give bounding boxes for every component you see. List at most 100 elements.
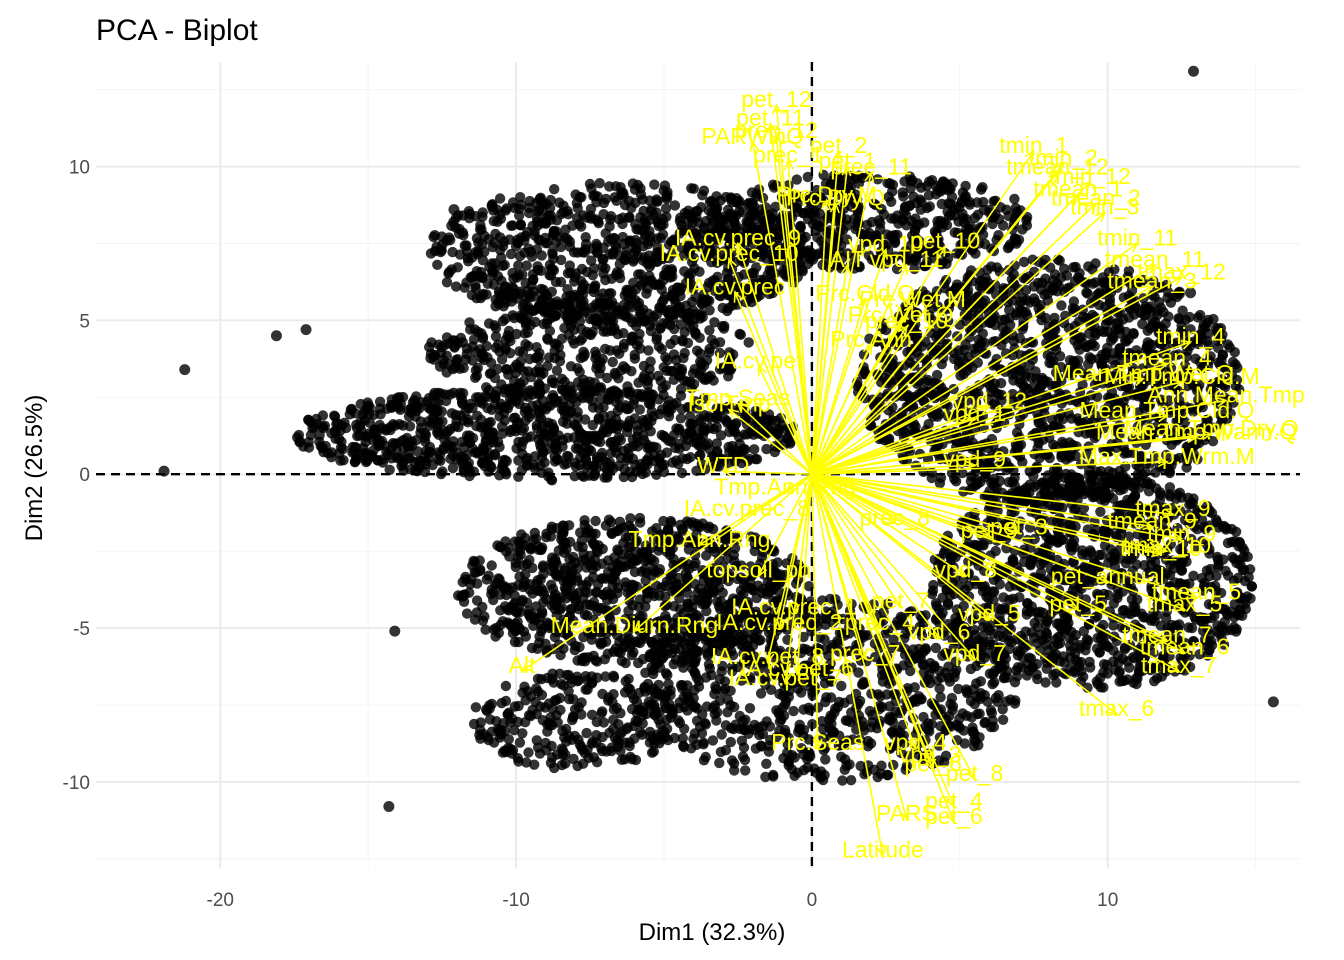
point-2277 bbox=[533, 404, 545, 416]
point-827 bbox=[501, 203, 512, 214]
point-2223 bbox=[394, 419, 405, 430]
point-745 bbox=[593, 218, 604, 229]
point-2683 bbox=[661, 365, 672, 376]
point-280 bbox=[451, 281, 462, 292]
point-819 bbox=[512, 234, 523, 245]
point-907 bbox=[872, 174, 883, 185]
point-839 bbox=[576, 192, 587, 203]
point-880 bbox=[541, 198, 552, 210]
point-807 bbox=[569, 271, 581, 283]
point-601 bbox=[499, 281, 510, 293]
point-2290 bbox=[646, 406, 657, 417]
point-2279 bbox=[711, 438, 722, 449]
point-2630 bbox=[644, 364, 655, 375]
point-2588 bbox=[584, 328, 595, 340]
point-663 bbox=[637, 255, 649, 266]
point-2049 bbox=[646, 415, 657, 427]
point-813 bbox=[697, 190, 708, 201]
point-591 bbox=[704, 305, 715, 316]
point-1362 bbox=[892, 210, 903, 221]
point-605 bbox=[686, 268, 697, 279]
point-2055 bbox=[495, 398, 507, 410]
point-2672 bbox=[504, 348, 516, 359]
point-2688 bbox=[599, 305, 610, 316]
point-2666 bbox=[735, 329, 746, 340]
point-2219 bbox=[361, 454, 373, 465]
point-2675 bbox=[549, 338, 560, 349]
point-3807 bbox=[1104, 297, 1116, 308]
point-425 bbox=[524, 207, 535, 219]
point-850 bbox=[526, 251, 538, 262]
point-820 bbox=[715, 195, 726, 206]
point-4048 bbox=[1008, 278, 1019, 289]
point-2226 bbox=[487, 427, 499, 438]
point-2266 bbox=[540, 429, 551, 440]
point-867 bbox=[630, 294, 641, 306]
point-2249 bbox=[607, 423, 619, 434]
point-2185 bbox=[726, 419, 737, 431]
point-474 bbox=[548, 253, 559, 264]
point-524 bbox=[562, 284, 573, 295]
point-761 bbox=[635, 189, 647, 200]
point-2270 bbox=[457, 388, 469, 399]
point-2287 bbox=[419, 428, 431, 439]
point-3832 bbox=[977, 328, 988, 339]
point-2680 bbox=[508, 312, 520, 324]
point-2133 bbox=[623, 403, 635, 414]
point-858 bbox=[506, 220, 517, 231]
point-3656 bbox=[1152, 309, 1163, 320]
point-658 bbox=[662, 186, 673, 198]
point-2280 bbox=[359, 406, 370, 418]
point-2644 bbox=[525, 371, 537, 383]
point-4721 bbox=[1080, 645, 1091, 656]
point-2685 bbox=[634, 328, 645, 340]
point-834 bbox=[644, 270, 655, 282]
point-2289 bbox=[608, 442, 620, 453]
point-2695 bbox=[684, 307, 695, 319]
point-2254 bbox=[575, 432, 586, 443]
point-1064 bbox=[870, 199, 881, 211]
point-634 bbox=[514, 250, 526, 262]
point-4180 bbox=[1095, 506, 1106, 517]
point-2608 bbox=[575, 352, 586, 364]
point-4036 bbox=[974, 281, 986, 292]
point-801 bbox=[765, 277, 777, 288]
point-2624 bbox=[660, 380, 671, 391]
point-666 bbox=[524, 195, 535, 207]
point-762 bbox=[542, 238, 553, 249]
point-2515 bbox=[645, 325, 657, 337]
point-2574 bbox=[677, 334, 688, 346]
point-2628 bbox=[563, 391, 574, 402]
point-461 bbox=[576, 263, 588, 275]
point-896 bbox=[498, 301, 509, 312]
point-2662 bbox=[559, 376, 570, 387]
point-2679 bbox=[534, 379, 545, 391]
point-157 bbox=[549, 184, 560, 195]
point-2660 bbox=[701, 355, 713, 366]
point-1336 bbox=[813, 248, 825, 259]
point-3766 bbox=[1031, 463, 1043, 474]
point-3685 bbox=[984, 284, 995, 295]
point-854 bbox=[611, 195, 622, 206]
point-2142 bbox=[688, 437, 700, 448]
point-2143 bbox=[653, 453, 665, 464]
point-878 bbox=[463, 256, 474, 267]
point-3689 bbox=[1007, 476, 1018, 488]
point-4935 bbox=[1041, 616, 1053, 627]
point-2203 bbox=[462, 417, 474, 428]
point-614 bbox=[598, 254, 609, 265]
observation-points bbox=[158, 65, 1279, 812]
point-3886 bbox=[1082, 288, 1093, 299]
point-2274 bbox=[673, 423, 685, 434]
point-3897 bbox=[1014, 377, 1026, 388]
point-704 bbox=[576, 284, 588, 296]
point-2298 bbox=[317, 410, 329, 421]
point-3998 bbox=[1034, 382, 1046, 393]
point-2168 bbox=[432, 418, 443, 429]
point-4895 bbox=[1023, 665, 1035, 676]
point-789 bbox=[548, 265, 560, 276]
point-882 bbox=[576, 221, 587, 232]
point-874 bbox=[679, 207, 690, 219]
point-1337 bbox=[841, 214, 852, 225]
point-2110 bbox=[535, 442, 547, 454]
